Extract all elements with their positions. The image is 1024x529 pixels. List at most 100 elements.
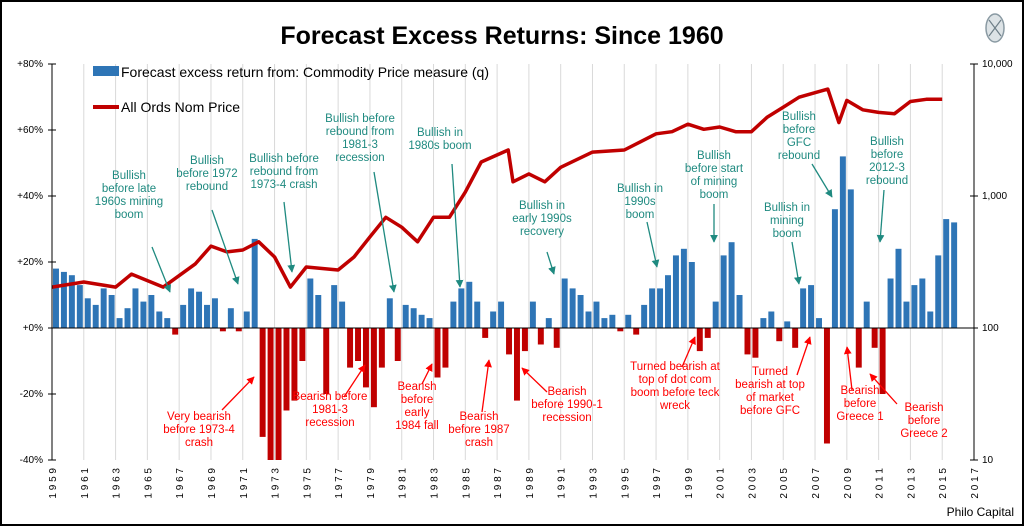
bar [514, 328, 520, 401]
bullish-annotation-text: boom [700, 189, 729, 201]
bearish-annotation-text: boom before teck [631, 387, 720, 399]
bearish-annotation-text: crash [185, 437, 213, 449]
bar [172, 328, 179, 335]
bullish-annotation-text: 2012-3 [869, 162, 905, 174]
bar [839, 156, 846, 328]
bar [863, 301, 870, 328]
arrow [546, 251, 556, 275]
bar [394, 328, 401, 361]
bullish-annotation-text: before start [685, 163, 744, 175]
bar [116, 318, 123, 328]
bar [92, 304, 99, 328]
bullish-annotation-text: Bullish in [417, 127, 463, 139]
bearish-annotation-text: before [844, 398, 877, 410]
price-line [51, 87, 943, 289]
bar [800, 288, 807, 328]
x-tick-label: 1 9 6 7 [175, 468, 186, 499]
bar [331, 285, 338, 328]
x-tick-label: 2 0 1 1 [875, 468, 886, 499]
bar [482, 328, 489, 338]
x-tick-label: 1 9 7 9 [366, 468, 377, 499]
bar [355, 328, 361, 361]
bar [633, 328, 640, 335]
bar [680, 248, 687, 328]
arrow [343, 364, 366, 398]
bullish-annotation-text: Bullish before [325, 113, 395, 125]
bar [347, 328, 354, 368]
bar [506, 328, 513, 355]
bar [76, 285, 83, 328]
bar [53, 268, 59, 328]
bar [712, 301, 719, 328]
bearish-annotation-text: recession [542, 412, 591, 424]
bar [903, 301, 910, 328]
bearish-annotation-text: 1981-3 [312, 404, 348, 416]
bullish-annotation-text: 1973-4 crash [250, 179, 317, 191]
bar [887, 278, 894, 328]
bar [339, 301, 346, 328]
bar [148, 295, 155, 328]
bar [728, 242, 735, 328]
bar [688, 262, 695, 328]
bearish-annotation-text: bearish at top [735, 379, 805, 391]
legend-swatch-bars [93, 66, 119, 76]
bullish-annotation-text: of mining [691, 176, 738, 188]
bar [879, 328, 886, 394]
bar [895, 248, 902, 328]
bar [776, 328, 783, 342]
bar [943, 219, 950, 328]
x-tick-label: 1 9 9 7 [652, 468, 663, 499]
bearish-annotation-text: before 1987 [448, 424, 509, 436]
bar [641, 304, 648, 328]
bullish-annotation-text: early 1990s [512, 213, 572, 225]
bar [418, 314, 425, 328]
bar [323, 328, 330, 394]
bullish-annotation-text: before late [102, 183, 156, 195]
bar [196, 291, 203, 328]
bar [283, 328, 290, 411]
bar [84, 298, 91, 328]
bar [911, 285, 918, 328]
bar [108, 295, 115, 328]
bar [553, 328, 560, 348]
bar [68, 275, 75, 328]
bar [188, 288, 195, 328]
x-tick-label: 1 9 7 3 [271, 468, 282, 499]
bar [529, 301, 536, 328]
bullish-annotation-text: Bullish [697, 150, 731, 162]
arrow [521, 367, 548, 393]
bar [577, 295, 584, 328]
bullish-annotation-text: Bullish [870, 136, 904, 148]
left-tick-label: +80% [17, 59, 43, 70]
bullish-annotation-text: Bullish in [519, 200, 565, 212]
x-tick-label: 1 9 9 5 [620, 468, 631, 499]
bullish-annotation-text: GFC [787, 137, 811, 149]
bar [100, 288, 107, 328]
x-tick-label: 1 9 8 3 [430, 468, 441, 499]
bar [227, 308, 234, 328]
left-tick-label: +40% [17, 191, 43, 202]
bar [251, 238, 258, 328]
bar [601, 318, 608, 328]
bullish-annotation-text: rebound from [250, 166, 318, 178]
bullish-annotation-text: before 1972 [176, 168, 237, 180]
bearish-annotation-text: Very bearish [167, 411, 231, 423]
bar [219, 328, 226, 332]
legend-label-line: All Ords Nom Price [121, 99, 240, 115]
x-tick-label: 2 0 0 9 [843, 468, 854, 499]
arrow [843, 346, 853, 391]
credit-label: Philo Capital [947, 505, 1014, 519]
bar [235, 328, 242, 332]
bar [649, 288, 656, 328]
arrow [421, 363, 433, 385]
bar [140, 301, 147, 328]
bearish-annotation-text: top of dot com [639, 374, 712, 386]
bullish-annotation-text: boom [626, 209, 655, 221]
